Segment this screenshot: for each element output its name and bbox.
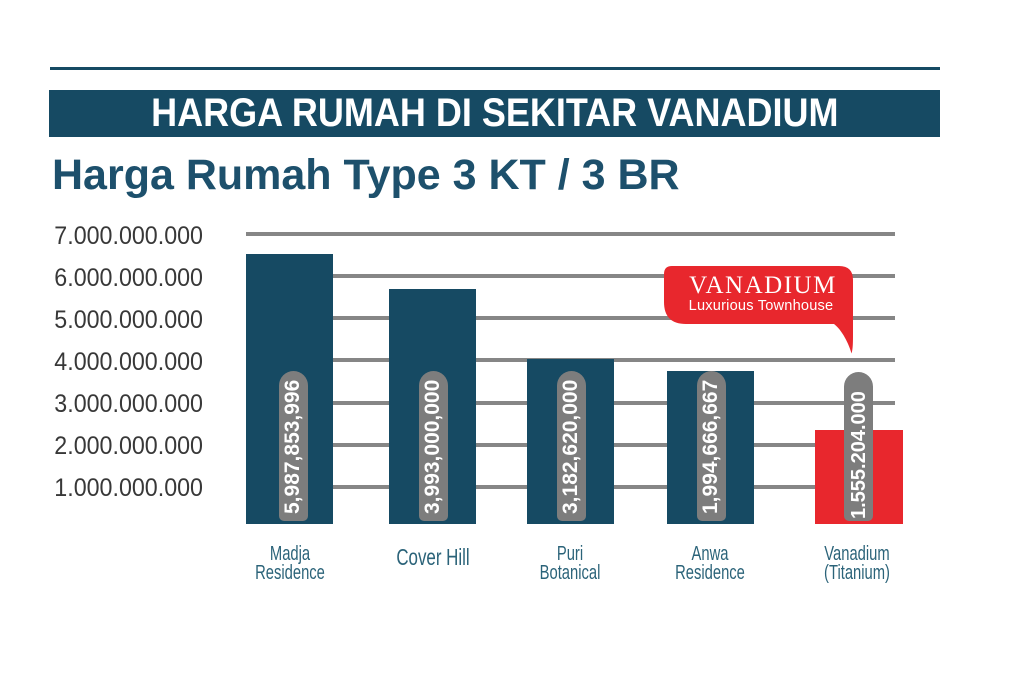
svg-text:VANADIUM: VANADIUM (689, 272, 837, 299)
svg-text:Luxurious Townhouse: Luxurious Townhouse (689, 298, 834, 314)
